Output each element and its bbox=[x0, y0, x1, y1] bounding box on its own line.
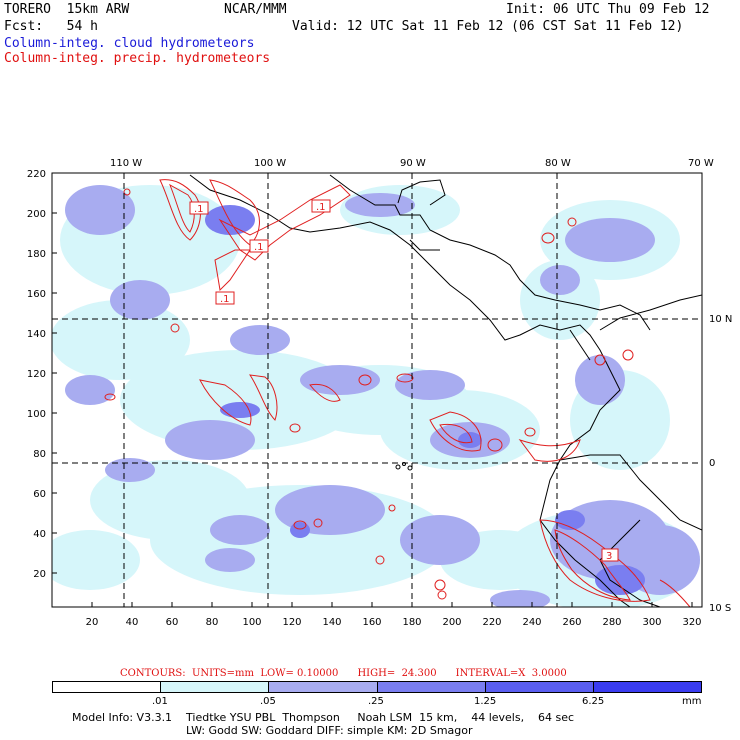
y-axis-ticks: 20 40 60 80 100 120 140 160 180 200 220 bbox=[27, 169, 57, 580]
y-tick-label: 40 bbox=[33, 529, 46, 540]
contour-labels: .1 .1 .1 .1 3 bbox=[189, 199, 619, 562]
colorbar-label: .25 bbox=[368, 696, 384, 707]
x-axis-ticks: 20 40 60 80 100 120 140 160 180 200 220 240 260 280 30… bbox=[86, 602, 702, 628]
x-tick-label: 140 bbox=[322, 617, 341, 628]
colorbar-bin bbox=[377, 682, 486, 692]
y-tick-label: 160 bbox=[27, 289, 46, 300]
colorbar-label: .05 bbox=[260, 696, 276, 707]
colorbar-bin bbox=[53, 682, 162, 692]
y-tick-label: 140 bbox=[27, 329, 46, 340]
y-tick-label: 60 bbox=[33, 489, 46, 500]
colorbar-label: .01 bbox=[152, 696, 168, 707]
x-tick-label: 20 bbox=[86, 617, 99, 628]
contour-label: .1 bbox=[254, 242, 264, 253]
colorbar-units: mm bbox=[682, 696, 702, 707]
lat-label: 10 S bbox=[709, 603, 731, 614]
lon-label: 70 W bbox=[688, 158, 714, 169]
center-name: NCAR/MMM bbox=[224, 2, 287, 17]
y-tick-label: 120 bbox=[27, 369, 46, 380]
y-tick-label: 100 bbox=[27, 409, 46, 420]
valid-time: Valid: 12 UTC Sat 11 Feb 12 (06 CST Sat … bbox=[292, 19, 684, 34]
contour-label: 3 bbox=[606, 551, 612, 562]
y-tick-label: 180 bbox=[27, 249, 46, 260]
x-tick-label: 200 bbox=[442, 617, 461, 628]
lon-label: 90 W bbox=[400, 158, 426, 169]
precip-contours bbox=[104, 179, 691, 607]
x-tick-label: 160 bbox=[362, 617, 381, 628]
forecast-hour: Fcst: 54 h bbox=[4, 19, 98, 34]
x-tick-label: 120 bbox=[282, 617, 301, 628]
latitude-labels: 10 N 0 10 S bbox=[709, 314, 732, 614]
x-tick-label: 100 bbox=[242, 617, 261, 628]
x-tick-label: 280 bbox=[602, 617, 621, 628]
field-precip-label: Column-integ. precip. hydrometeors bbox=[4, 51, 271, 66]
colorbar-bin bbox=[593, 682, 702, 692]
colorbar-label: 6.25 bbox=[582, 696, 605, 707]
model-info: Model Info: V3.3.1 Tiedtke YSU PBL Thomp… bbox=[72, 711, 575, 724]
contour-label: .1 bbox=[316, 202, 326, 213]
colorbar-bin bbox=[485, 682, 594, 692]
contours-info: CONTOURS: UNITS=mm LOW= 0.10000 HIGH= 24… bbox=[120, 668, 567, 679]
contour-label: .1 bbox=[220, 294, 230, 305]
x-tick-label: 220 bbox=[482, 617, 501, 628]
x-tick-label: 300 bbox=[642, 617, 661, 628]
lon-label: 110 W bbox=[110, 158, 142, 169]
longitude-labels: 110 W 100 W 90 W 80 W 70 W bbox=[110, 158, 714, 169]
colorbar-bin bbox=[269, 682, 378, 692]
x-tick-label: 60 bbox=[166, 617, 179, 628]
x-tick-label: 320 bbox=[682, 617, 701, 628]
x-tick-label: 40 bbox=[126, 617, 139, 628]
field-cloud-label: Column-integ. cloud hydrometeors bbox=[4, 36, 255, 51]
x-tick-label: 240 bbox=[522, 617, 541, 628]
lat-label: 10 N bbox=[709, 314, 732, 325]
lat-label: 0 bbox=[709, 458, 715, 469]
x-tick-label: 260 bbox=[562, 617, 581, 628]
colorbar-bin bbox=[161, 682, 270, 692]
lon-label: 100 W bbox=[254, 158, 286, 169]
y-tick-label: 200 bbox=[27, 209, 46, 220]
x-tick-label: 180 bbox=[402, 617, 421, 628]
colorbar bbox=[52, 681, 702, 693]
contour-label: .1 bbox=[194, 204, 204, 215]
lon-label: 80 W bbox=[545, 158, 571, 169]
y-tick-label: 20 bbox=[33, 569, 46, 580]
plot-frame bbox=[51, 172, 703, 608]
model-title: TORERO 15km ARW bbox=[4, 2, 130, 17]
y-tick-label: 220 bbox=[27, 169, 46, 180]
coastlines bbox=[189, 174, 702, 607]
x-tick-label: 80 bbox=[206, 617, 219, 628]
y-tick-label: 80 bbox=[33, 449, 46, 460]
init-time: Init: 06 UTC Thu 09 Feb 12 bbox=[506, 2, 710, 17]
colorbar-label: 1.25 bbox=[474, 696, 497, 707]
model-physics: LW: Godd SW: Goddard DIFF: simple KM: 2D… bbox=[186, 724, 473, 737]
cloud-shading bbox=[52, 185, 700, 607]
